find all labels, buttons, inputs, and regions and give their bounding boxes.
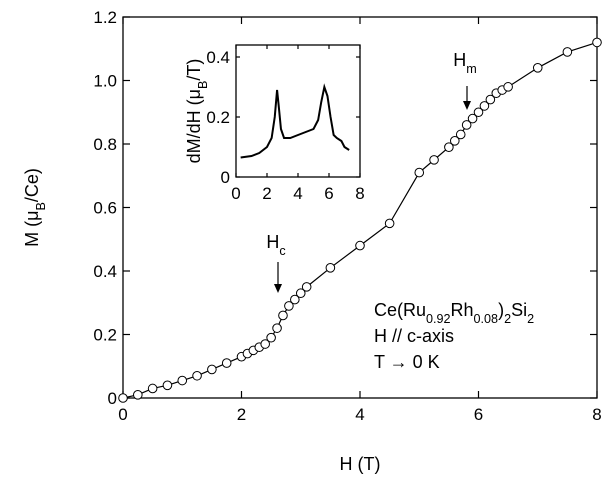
x-tick-label: 8 — [592, 405, 601, 424]
annotation-arrow-head — [274, 284, 282, 293]
data-point — [414, 167, 425, 178]
data-point — [266, 332, 276, 343]
y-tick-label: 0 — [108, 389, 117, 408]
y-tick-label: 0.2 — [93, 326, 117, 345]
y-axis-label-part: /Ce) — [22, 168, 42, 202]
x-axis-label-part: H (T) — [340, 454, 381, 474]
annotation-part: H — [266, 232, 279, 252]
data-point — [485, 94, 496, 105]
y-axis-label: dM/dH (μB/T) — [184, 59, 210, 164]
data-point — [295, 288, 306, 299]
annotation-part: 0.08 — [474, 312, 499, 326]
data-point — [301, 282, 312, 292]
plot-frame — [235, 44, 361, 178]
data-point — [147, 383, 158, 394]
data-point — [284, 301, 294, 311]
data-point — [429, 155, 439, 165]
data-point — [479, 101, 490, 111]
y-axis-label: M (μB/Ce) — [22, 168, 48, 247]
x-tick-label: 0 — [118, 405, 127, 424]
annotation-part: H — [453, 50, 466, 70]
data-point — [162, 380, 173, 391]
y-tick-label: 0.4 — [93, 262, 117, 281]
annotation-part: c — [279, 244, 285, 258]
data-point — [461, 120, 472, 130]
x-tick-label: 2 — [262, 184, 271, 203]
data-point — [455, 129, 466, 140]
annotation-part: 2 — [504, 312, 511, 326]
y-axis-label-part: B — [34, 202, 48, 210]
y-tick-label: 0.2 — [206, 108, 230, 127]
y-tick-label: 0.8 — [93, 135, 117, 154]
annotation-part: 0.92 — [426, 312, 451, 326]
y-tick-label: 1.0 — [93, 72, 117, 91]
data-point — [503, 82, 513, 92]
data-point — [207, 364, 217, 375]
data-point — [272, 323, 282, 333]
data-point — [221, 358, 232, 368]
y-axis-label-part: /T) — [184, 59, 204, 81]
data-point — [192, 370, 202, 381]
y-axis-label-part: dM/dH (μ — [184, 89, 204, 163]
x-tick-label: 4 — [355, 405, 364, 424]
annotation: H // c-axis — [374, 326, 454, 346]
y-tick-label: 0 — [221, 168, 230, 187]
annotation-part: ) — [498, 300, 504, 320]
annotation-arrow-head — [463, 101, 471, 110]
data-line — [240, 83, 350, 159]
data-point — [592, 37, 602, 48]
annotation: Hm — [453, 50, 477, 76]
data-point — [290, 294, 300, 305]
data-point — [473, 107, 484, 118]
y-tick-label: 0.4 — [206, 48, 230, 67]
annotation-part: Si — [511, 300, 527, 320]
annotation: Ce(Ru0.92Rh0.08)2Si2 — [374, 300, 534, 326]
data-point — [450, 136, 460, 146]
annotation-part: 2 — [527, 312, 534, 326]
data-point — [444, 142, 454, 152]
annotation-part: Rh — [451, 300, 474, 320]
data-point — [532, 63, 543, 73]
y-tick-label: 1.2 — [93, 8, 117, 27]
annotation-part: m — [466, 62, 477, 76]
data-point — [562, 47, 573, 57]
data-point — [325, 263, 336, 273]
data-point — [177, 375, 188, 386]
data-point — [260, 339, 271, 349]
data-point — [118, 393, 128, 403]
annotation-part: Ce(Ru — [374, 300, 426, 320]
x-tick-label: 6 — [324, 184, 333, 203]
annotation: Hc — [266, 232, 285, 258]
data-point — [467, 113, 478, 124]
annotation: T → 0 K — [374, 352, 440, 372]
data-point — [355, 240, 365, 251]
y-axis-label-part: M (μ — [22, 211, 42, 247]
x-tick-label: 6 — [474, 405, 483, 424]
x-axis-label: H (T) — [340, 454, 381, 474]
data-point — [133, 390, 143, 400]
annotation-part: T → 0 K — [374, 352, 440, 372]
y-axis-label-part: B — [196, 81, 210, 89]
x-tick-label: 8 — [355, 184, 364, 203]
x-tick-label: 2 — [237, 405, 246, 424]
annotation-part: H // c-axis — [374, 326, 454, 346]
y-tick-label: 0.6 — [93, 199, 117, 218]
x-tick-label: 0 — [231, 184, 240, 203]
data-point — [278, 310, 288, 321]
data-point — [384, 218, 395, 229]
x-tick-label: 4 — [293, 184, 302, 203]
